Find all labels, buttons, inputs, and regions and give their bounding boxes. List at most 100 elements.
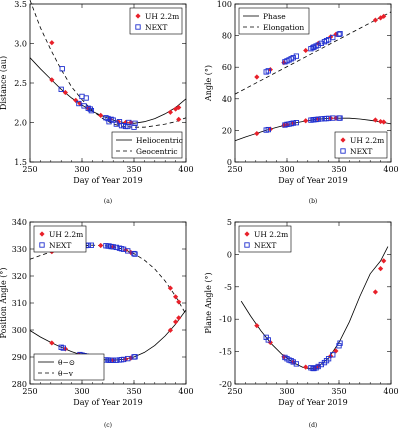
y-tick-label: 100 (217, 0, 232, 9)
y-tick-label: 60 (222, 63, 232, 72)
data-point-square (325, 356, 332, 362)
data-point-square (310, 44, 316, 51)
data-point-square (337, 340, 343, 346)
legend-label: Phase (263, 12, 286, 21)
data-point-diamond (372, 117, 378, 123)
legend-marker (340, 137, 346, 143)
data-point-square (76, 100, 82, 107)
data-point-square (265, 68, 271, 74)
data-point-diamond (176, 116, 182, 122)
legend-label: θ−v (58, 369, 74, 378)
legend-marker (244, 231, 250, 237)
data-point-diamond (49, 77, 55, 83)
legend-marker (340, 148, 346, 154)
x-tick-label: 250 (227, 387, 242, 396)
legend-label: UH 2.2m (49, 230, 83, 239)
legend-box (129, 7, 183, 35)
y-axis-label: Distance (au) (0, 56, 8, 110)
data-point-diamond (167, 327, 173, 333)
plot-frame (234, 221, 392, 385)
data-point-square (290, 120, 296, 126)
legend-box (33, 225, 87, 253)
x-tick-label: 400 (178, 387, 193, 396)
series-line-0 (240, 246, 389, 369)
x-tick-label: 250 (22, 387, 37, 396)
x-tick-label: 350 (126, 165, 141, 174)
legend: θ−⊙ θ−v (33, 353, 105, 381)
data-point-diamond (173, 294, 179, 300)
data-point-square (58, 86, 64, 92)
y-tick-label: 3.0 (14, 40, 27, 49)
x-axis-label: Day of Year 2019 (278, 176, 347, 185)
data-point-square (293, 361, 300, 367)
chart-plane-angle: 250 300 350 400 -20 -15 -10 -5 0 5 UH 2.2m NEXT Day … (204, 218, 399, 429)
data-point-diamond (176, 299, 182, 305)
x-tick-label: 400 (178, 165, 193, 174)
series-line-1 (29, 244, 187, 315)
x-axis-label: Day of Year 2019 (73, 176, 142, 185)
legend-box (111, 131, 183, 159)
y-tick-label: 310 (12, 299, 27, 308)
legend-box (238, 225, 292, 253)
legend-label: NEXT (145, 23, 167, 32)
y-tick-label: -5 (224, 283, 232, 292)
data-point-square (59, 66, 65, 72)
y-tick-label: -20 (219, 380, 232, 389)
data-point-diamond (49, 40, 55, 46)
y-tick-label: 20 (222, 126, 232, 135)
data-point-square (125, 248, 131, 254)
data-point-diamond (303, 47, 309, 54)
x-tick-label: 400 (383, 387, 398, 396)
legend-box (238, 7, 310, 35)
legend-label: Elongation (263, 23, 304, 32)
y-tick-label: 0 (227, 158, 232, 167)
data-point-diamond (167, 285, 173, 291)
panel-caption: (a) (104, 198, 112, 205)
legend-label: NEXT (254, 241, 276, 250)
legend-label: UH 2.2m (145, 12, 179, 21)
data-point-diamond (62, 89, 68, 96)
x-tick-label: 350 (126, 387, 141, 396)
y-tick-label: 280 (12, 380, 27, 389)
data-point-square (337, 115, 343, 121)
plot-frame (29, 3, 187, 163)
data-point-diamond (381, 13, 387, 19)
data-point-diamond (381, 119, 387, 125)
data-point-square (110, 117, 116, 123)
legend: UH 2.2m NEXT (33, 225, 87, 253)
data-point-square (318, 116, 324, 122)
data-point-square (87, 106, 93, 112)
data-point-square (315, 42, 321, 48)
y-axis-label: Plane Angle (°) (204, 272, 213, 333)
legend: UH 2.2m NEXT (334, 131, 388, 159)
data-point-diamond (167, 109, 173, 115)
data-point-square (265, 126, 271, 133)
legend: Heliocentric Geocentric (111, 131, 183, 159)
x-tick-label: 350 (331, 387, 346, 396)
legend-marker (39, 242, 45, 248)
y-tick-label: 3.5 (14, 0, 27, 9)
data-point-square (125, 355, 131, 362)
x-axis-label: Day of Year 2019 (73, 398, 142, 407)
data-point-square (88, 242, 95, 248)
legend-box (334, 131, 388, 159)
data-point-square (265, 337, 271, 343)
data-point-diamond (49, 340, 55, 346)
legend: UH 2.2m NEXT (238, 225, 292, 253)
legend-label: Geocentric (136, 147, 178, 156)
y-tick-label: 2.5 (14, 79, 27, 88)
legend-marker (39, 231, 45, 237)
data-point-square (110, 357, 116, 363)
data-point-diamond (254, 323, 260, 329)
legend-marker (135, 13, 141, 19)
data-point-square (336, 31, 342, 37)
chart-position-angle: 250 300 350 400 280 290 300 310 320 330 340 UH 2.2m… (0, 218, 194, 429)
legend-marker (244, 242, 250, 248)
data-point-square (132, 251, 138, 257)
chart-distance: 250 300 350 400 1.5 2.0 2.5 3.0 3.5 UH 2.2m NEXT He… (0, 0, 194, 205)
y-tick-label: 0 (227, 250, 232, 259)
x-tick-label: 400 (383, 165, 398, 174)
legend-box (33, 353, 105, 381)
y-tick-label: 80 (222, 32, 232, 41)
y-tick-label: 300 (12, 326, 27, 335)
